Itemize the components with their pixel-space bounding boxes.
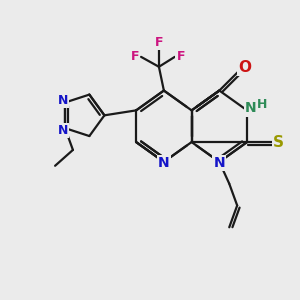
Text: O: O: [238, 60, 252, 75]
Text: N: N: [58, 124, 68, 136]
Text: N: N: [214, 156, 225, 170]
Circle shape: [187, 137, 196, 147]
Text: H: H: [257, 98, 267, 111]
Text: F: F: [176, 50, 185, 63]
Text: N: N: [58, 94, 68, 107]
Text: N: N: [245, 101, 257, 116]
Text: N: N: [158, 156, 170, 170]
Text: S: S: [273, 135, 284, 150]
Text: F: F: [155, 35, 163, 49]
Text: F: F: [131, 50, 140, 63]
Circle shape: [187, 105, 196, 115]
